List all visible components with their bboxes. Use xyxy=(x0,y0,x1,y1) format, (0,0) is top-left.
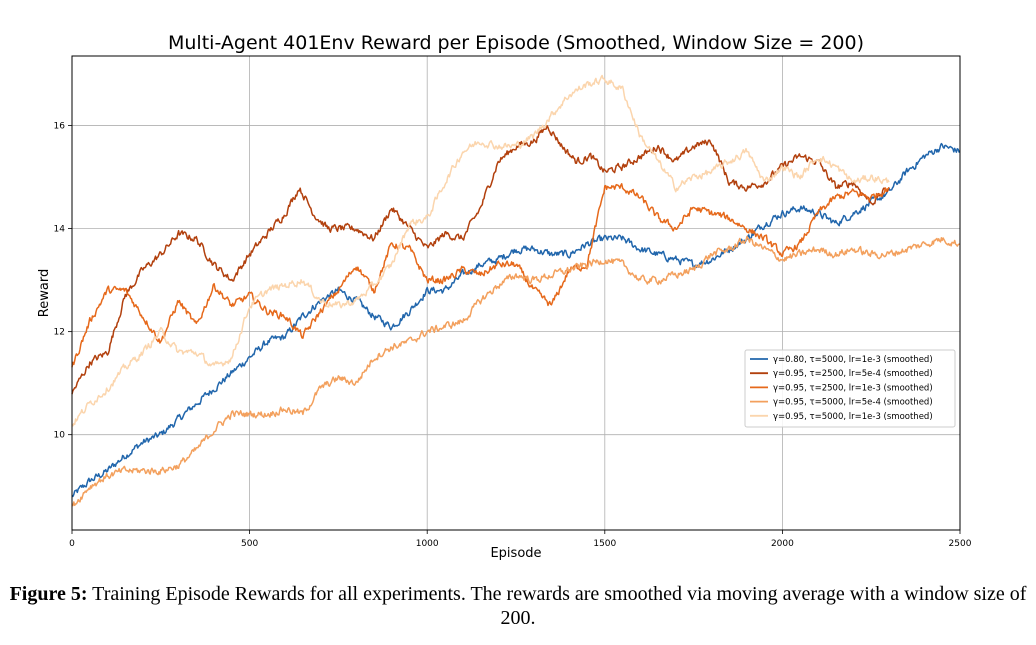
figure-caption: Figure 5: Training Episode Rewards for a… xyxy=(0,582,1036,630)
x-tick-label: 1500 xyxy=(593,539,616,549)
y-axis-label: Reward xyxy=(37,269,52,317)
legend-box xyxy=(744,349,956,428)
line-chart: Multi-Agent 401Env Reward per Episode (S… xyxy=(0,0,1036,575)
series-line-5 xyxy=(71,74,890,427)
chart-title: Multi-Agent 401Env Reward per Episode (S… xyxy=(168,32,864,54)
caption-text: Training Episode Rewards for all experim… xyxy=(87,583,1027,629)
x-tick-label: 1000 xyxy=(416,539,439,549)
y-tick-label: 10 xyxy=(54,431,66,441)
y-tick-label: 12 xyxy=(54,328,65,338)
x-axis-label: Episode xyxy=(490,546,541,561)
y-tick-label: 16 xyxy=(54,122,66,132)
legend-label: γ=0.95, τ=5000, lr=1e-3 (smoothed) xyxy=(773,412,933,422)
caption-label: Figure 5: xyxy=(9,583,88,605)
x-tick-label: 2500 xyxy=(949,539,972,549)
x-tick-label: 500 xyxy=(241,539,258,549)
legend-label: γ=0.95, τ=2500, lr=5e-4 (smoothed) xyxy=(773,369,933,379)
legend-label: γ=0.95, τ=5000, lr=5e-4 (smoothed) xyxy=(773,398,933,408)
y-axis-ticks: 10 12 14 16 xyxy=(54,122,72,441)
x-tick-label: 2000 xyxy=(771,539,794,549)
legend-label: γ=0.95, τ=2500, lr=1e-3 (smoothed) xyxy=(773,383,933,393)
figure-background xyxy=(0,0,1036,575)
y-tick-label: 14 xyxy=(54,225,66,235)
series-line-1 xyxy=(71,142,961,498)
series-line-4 xyxy=(71,235,960,507)
plot-frame xyxy=(71,55,961,531)
series-line-2 xyxy=(71,125,890,395)
x-tick-label: 0 xyxy=(69,539,75,549)
legend-label: γ=0.80, τ=5000, lr=1e-3 (smoothed) xyxy=(773,355,933,365)
series-lines xyxy=(71,74,961,507)
legend: γ=0.80, τ=5000, lr=1e-3 (smoothed) γ=0.95… xyxy=(744,349,956,428)
x-axis-ticks: 0 500 1000 1500 2000 2500 xyxy=(69,530,972,549)
series-line-3 xyxy=(71,183,890,368)
